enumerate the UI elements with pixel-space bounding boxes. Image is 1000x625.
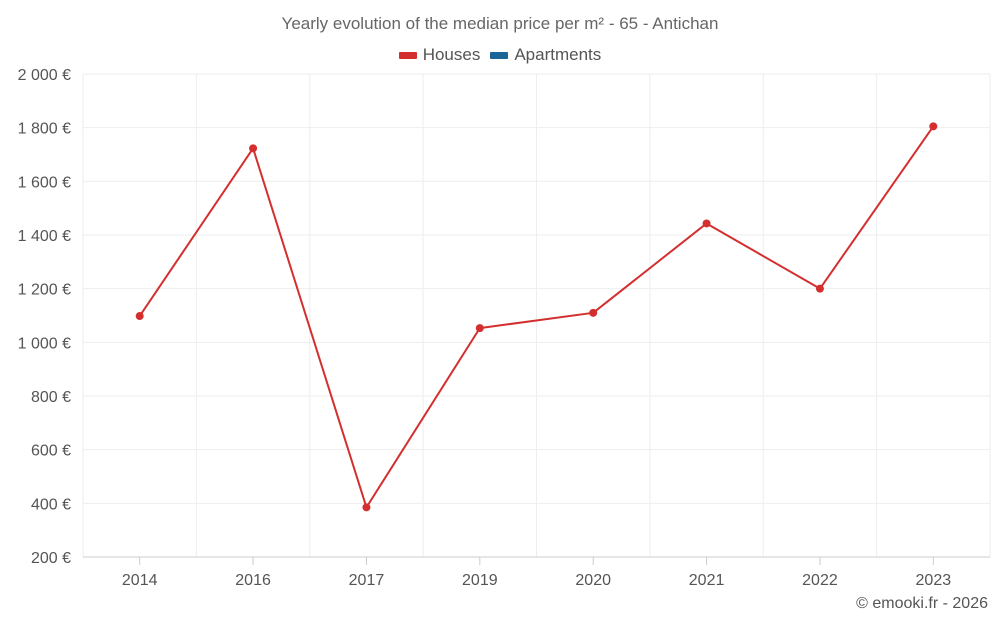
y-tick-label: 800 € [31,389,71,406]
x-tick-label: 2016 [235,572,271,589]
x-tick-label: 2022 [802,572,838,589]
x-tick-label: 2020 [575,572,611,589]
y-tick-label: 1 600 € [18,174,71,191]
legend: Houses Apartments [0,45,1000,65]
y-tick-label: 2 000 € [18,67,71,84]
data-point [362,503,371,512]
data-point [929,122,938,131]
y-tick-label: 400 € [31,496,71,513]
y-tick-label: 1 000 € [18,335,71,352]
data-point [249,144,258,153]
series-line-houses [138,125,935,509]
credit-text: © emooki.fr - 2026 [856,595,988,612]
x-tick-label: 2023 [916,572,952,589]
legend-item-apartments[interactable]: Apartments [490,45,601,65]
data-point [135,312,144,321]
legend-label-apartments: Apartments [514,45,602,64]
y-tick-label: 600 € [31,443,71,460]
legend-swatch-houses [398,51,417,59]
data-point [589,308,598,317]
y-tick-label: 1 200 € [18,282,71,299]
data-point [475,324,484,333]
legend-item-houses[interactable]: Houses [398,45,481,65]
data-point [815,284,824,293]
y-tick-label: 1 800 € [18,121,71,138]
x-tick-label: 2019 [462,572,498,589]
data-point [702,219,711,228]
y-tick-label: 1 400 € [18,228,71,245]
chart-title: Yearly evolution of the median price per… [281,14,719,33]
legend-swatch-apartments [490,51,509,59]
x-tick-label: 2014 [122,572,158,589]
x-tick-label: 2021 [689,572,725,589]
legend-label-houses: Houses [422,45,481,64]
y-tick-label: 200 € [31,550,71,567]
x-tick-label: 2017 [349,572,385,589]
